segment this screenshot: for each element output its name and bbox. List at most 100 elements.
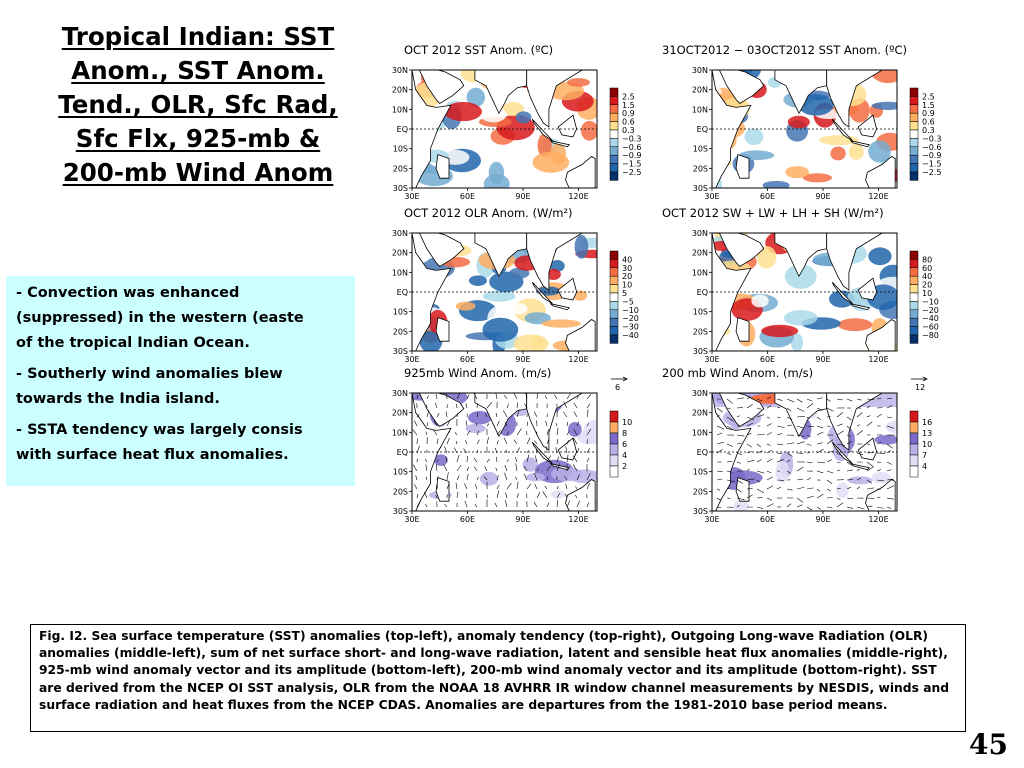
lat-tick-label: 30S [393,184,408,193]
legend-label: −5 [622,297,634,306]
legend-swatch [609,292,619,302]
legend-label: −40 [922,314,939,323]
legend-swatch [609,146,619,156]
legend-label: 40 [922,272,932,281]
anomaly-field [712,70,897,188]
legend-swatch [909,259,919,269]
legend-label: 2.5 [622,92,635,101]
lat-tick-label: 10S [393,468,408,477]
lon-tick-label: 60E [460,192,475,201]
legend-swatch [609,317,619,327]
lon-tick-label: 120E [568,192,588,201]
legend-label: 60 [922,264,932,273]
lon-tick-label: 60E [460,515,475,524]
legend-swatch [609,465,619,478]
legend-swatch [909,334,919,344]
lat-tick-label: 30N [392,229,408,238]
legend-label: −80 [922,331,939,340]
panel-title: OCT 2012 OLR Anom. (W/m²) [404,206,573,220]
lat-tick-label: EQ [397,448,408,457]
lat-tick-label: 30N [692,66,708,75]
bullet-3: - SSTA tendency was largely consis [6,418,355,443]
bullet-text: towards the India island. [16,391,220,407]
legend-label: −0.9 [922,151,941,160]
reference-vector-label: 12 [915,383,925,392]
legend-swatch [909,146,919,156]
legend-swatch [609,301,619,311]
legend-label: −0.3 [622,134,641,143]
lon-tick-label: 60E [760,192,775,201]
title-line: Sfc Flx, 925-mb & [75,124,321,153]
legend-label: 40 [622,255,632,264]
lat-tick-label: 10S [693,308,708,317]
lat-tick-label: 20N [392,86,408,95]
lat-tick-label: 30N [392,389,408,398]
lat-tick-label: EQ [697,125,708,134]
legend-label: 10 [622,418,632,427]
legend-label: 6 [622,440,627,449]
legend-swatch [609,454,619,467]
map-panel-2: 31OCT2012 − 03OCT2012 SST Anom. (ºC) 30N 2… [662,43,941,201]
legend-swatch [909,421,919,434]
legend-label: 20 [922,281,932,290]
bullet-text: SSTA tendency was largely consis [27,422,303,438]
anomaly-field [412,233,597,351]
legend-label: −0.6 [622,143,641,152]
legend-swatch [609,138,619,148]
title-line: Tend., OLR, Sfc Rad, [58,90,338,119]
lat-tick-label: 10N [692,268,708,277]
title-line: 200-mb Wind Anom [62,158,334,187]
slide-title: Tropical Indian: SST Anom., SST Anom. Te… [28,20,368,190]
lat-tick-label: 20N [692,409,708,418]
bullet-dash: - [16,422,28,438]
lat-tick-label: 20N [392,409,408,418]
legend-label: 4 [622,451,627,460]
anomaly-field [712,393,897,511]
lat-tick-label: 30N [692,389,708,398]
lat-tick-label: EQ [397,125,408,134]
lon-tick-label: 120E [568,355,588,364]
lat-tick-label: 30S [693,184,708,193]
legend-swatch [609,421,619,434]
legend-swatch [909,326,919,336]
legend-swatch [609,275,619,285]
lat-tick-label: 20N [692,249,708,258]
lon-tick-label: 30E [404,515,419,524]
legend-label: 1.5 [622,101,635,110]
legend-label: −40 [622,331,639,340]
legend-label: 4 [922,462,927,471]
lon-tick-label: 60E [760,355,775,364]
lat-tick-label: 10S [693,145,708,154]
lat-tick-label: 20S [693,327,708,336]
legend-label: −20 [922,306,939,315]
legend-swatch [609,154,619,164]
legend-swatch [609,163,619,173]
lat-tick-label: 10S [393,145,408,154]
map-panel-4: OCT 2012 SW + LW + LH + SH (W/m²) 30N 20N 1… [662,206,939,364]
lon-tick-label: 30E [704,355,719,364]
legend-label: 1.5 [922,101,935,110]
lon-tick-label: 30E [404,192,419,201]
legend-label: −0.9 [622,151,641,160]
map-panel-3: OCT 2012 OLR Anom. (W/m²) 30N 20N 10N EQ 10S 2… [392,206,639,364]
legend-swatch [909,112,919,122]
legend-swatch [609,443,619,456]
lon-tick-label: 60E [460,355,475,364]
bullet-2: - Southerly wind anomalies blew [6,362,355,387]
map-panel-5: 925mb Wind Anom. (m/s) 30N 20N 10N EQ 10S 20S 3… [392,366,632,524]
legend-swatch [609,432,619,445]
legend-swatch [609,96,619,106]
legend-label: 8 [622,429,627,438]
climate-map-figure: OCT 2012 SST Anom. (ºC) 30N 20N 10N EQ 10S 20S… [392,43,942,524]
legend-label: −20 [622,314,639,323]
legend-label: −1.5 [922,160,941,169]
legend-swatch [909,301,919,311]
lat-tick-label: EQ [697,448,708,457]
panel-title: 925mb Wind Anom. (m/s) [404,366,551,380]
notes-box: - Convection was enhanced (suppressed) i… [6,276,355,486]
legend-label: 0.6 [922,118,935,127]
legend-label: −0.6 [922,143,941,152]
legend-swatch [909,138,919,148]
lat-tick-label: 30S [693,507,708,516]
legend-swatch [609,326,619,336]
